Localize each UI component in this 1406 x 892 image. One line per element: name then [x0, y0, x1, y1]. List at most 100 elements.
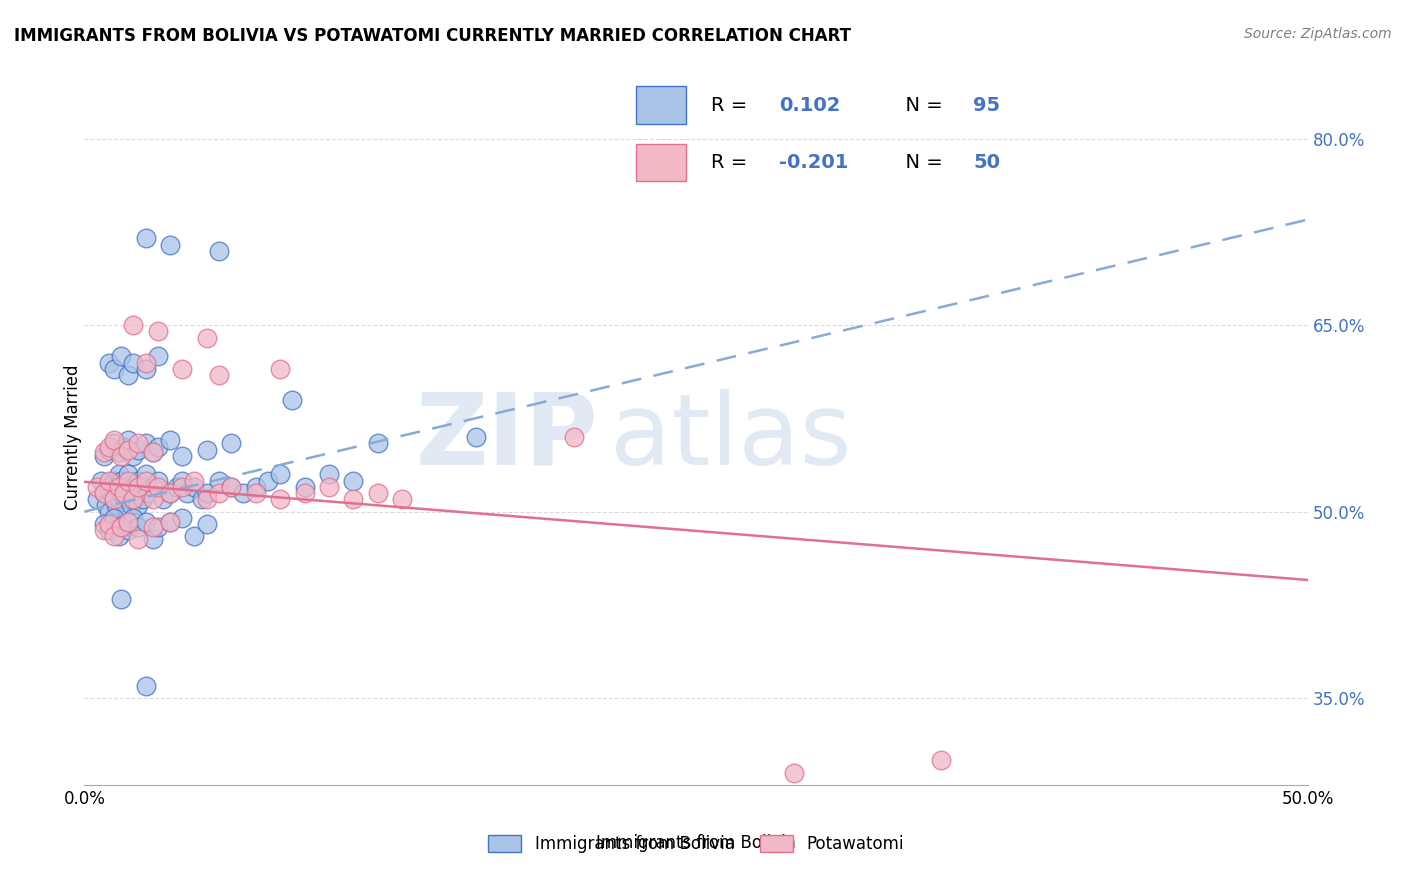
Point [127, 442, 149, 457]
Point [783, 765, 806, 780]
Point [86, 480, 108, 494]
Point [159, 433, 181, 447]
Point [93, 516, 115, 531]
Point [257, 474, 280, 488]
Point [103, 511, 125, 525]
Text: 50: 50 [973, 153, 1000, 172]
Point [146, 325, 169, 339]
Point [208, 474, 231, 488]
Point [159, 486, 181, 500]
Point [117, 474, 139, 488]
Point [107, 480, 129, 494]
Point [562, 430, 585, 444]
Point [97, 355, 120, 369]
Point [219, 480, 242, 494]
Point [176, 486, 198, 500]
Point [117, 442, 139, 457]
Point [105, 499, 128, 513]
Point [132, 492, 155, 507]
Text: IMMIGRANTS FROM BOLIVIA VS POTAWATOMI CURRENTLY MARRIED CORRELATION CHART: IMMIGRANTS FROM BOLIVIA VS POTAWATOMI CU… [14, 27, 851, 45]
Point [391, 492, 413, 507]
Point [195, 331, 218, 345]
Point [97, 442, 120, 457]
Text: 95: 95 [973, 95, 1000, 114]
Point [269, 467, 291, 482]
Point [269, 361, 291, 376]
Point [129, 480, 152, 494]
Point [122, 511, 145, 525]
Point [97, 474, 120, 488]
Text: 0.102: 0.102 [779, 95, 841, 114]
Point [281, 392, 304, 407]
Point [107, 445, 129, 459]
Text: R =: R = [711, 153, 754, 172]
Point [97, 440, 120, 454]
Point [172, 511, 194, 525]
Point [117, 467, 139, 482]
Point [318, 480, 340, 494]
Point [172, 361, 194, 376]
Point [93, 445, 115, 459]
Point [97, 480, 120, 494]
Point [159, 237, 181, 252]
Text: R =: R = [711, 95, 761, 114]
Point [195, 486, 218, 500]
Point [367, 436, 389, 450]
Point [122, 318, 145, 333]
Point [136, 486, 159, 500]
Point [110, 349, 132, 363]
Point [159, 486, 181, 500]
Point [107, 529, 129, 543]
Point [93, 523, 115, 537]
Point [172, 474, 194, 488]
Point [135, 515, 157, 529]
Text: ZIP: ZIP [415, 389, 598, 485]
Point [127, 436, 149, 450]
Point [112, 486, 135, 500]
Point [117, 433, 139, 447]
Point [122, 480, 145, 494]
Point [100, 486, 122, 500]
Point [183, 480, 205, 494]
Point [146, 519, 169, 533]
Point [146, 440, 169, 454]
FancyBboxPatch shape [636, 87, 686, 124]
Text: N =: N = [893, 95, 949, 114]
Point [159, 515, 181, 529]
Text: Source: ZipAtlas.com: Source: ZipAtlas.com [1244, 27, 1392, 41]
Point [183, 474, 205, 488]
Point [166, 480, 188, 494]
FancyBboxPatch shape [636, 144, 686, 181]
Point [135, 361, 157, 376]
Point [135, 679, 157, 693]
Point [103, 492, 125, 507]
Point [112, 516, 135, 531]
Point [219, 480, 242, 494]
Point [122, 492, 145, 507]
Point [142, 519, 165, 533]
Point [191, 492, 214, 507]
Point [929, 753, 952, 767]
Point [103, 436, 125, 450]
Point [103, 492, 125, 507]
Y-axis label: Currently Married: Currently Married [65, 364, 82, 510]
Point [127, 532, 149, 546]
Point [97, 523, 120, 537]
Point [103, 474, 125, 488]
Point [208, 486, 231, 500]
Point [117, 368, 139, 382]
Point [110, 591, 132, 606]
Point [208, 368, 231, 382]
Point [464, 430, 486, 444]
Point [146, 474, 169, 488]
Point [90, 474, 112, 488]
Point [127, 474, 149, 488]
Point [294, 480, 316, 494]
Point [103, 433, 125, 447]
Point [245, 480, 267, 494]
Point [86, 492, 108, 507]
Point [117, 492, 139, 507]
Point [219, 436, 242, 450]
Point [96, 499, 118, 513]
Point [120, 486, 142, 500]
